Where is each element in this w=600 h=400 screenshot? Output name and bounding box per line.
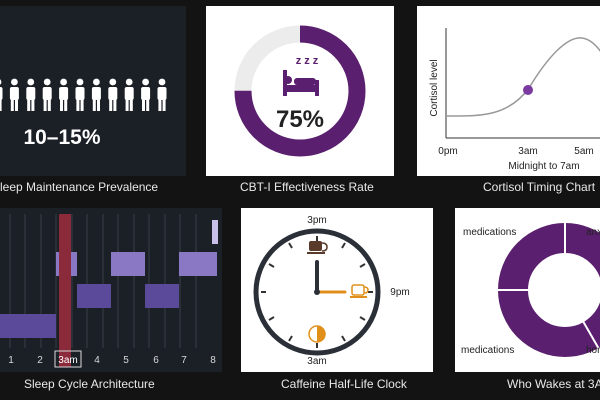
cortisol-tick-1: 3am: [518, 146, 537, 157]
caffeine-top-label: 3pm: [307, 215, 326, 226]
wakes-label-medications-bottom: medications: [461, 345, 514, 356]
person-icon: [0, 79, 3, 111]
person-icon: [141, 78, 151, 111]
cycle-gridlines: [9, 214, 197, 348]
wakes-donut: medications anx medications hor: [461, 222, 600, 357]
clock-hour-ticks: [261, 236, 373, 348]
caffeine-bottom-label: 3am: [307, 356, 326, 367]
cycle-card[interactable]: 1 2 3am 4 5 6 7 8: [0, 208, 222, 372]
cycle-tick-6: 6: [153, 355, 159, 366]
cbti-zzz: z z z: [296, 55, 319, 67]
caffeine-right-label: 9pm: [390, 287, 409, 298]
cycle-tick-4: 4: [94, 355, 100, 366]
caffeine-caption: Caffeine Half-Life Clock: [281, 377, 407, 391]
cycle-tick-1: 1: [8, 355, 14, 366]
cycle-tick-7: 7: [181, 355, 187, 366]
person-icon: [108, 78, 118, 111]
wakes-caption: Who Wakes at 3AM: [507, 377, 600, 391]
caffeine-clock: 3pm 9pm: [253, 215, 410, 367]
wakes-card[interactable]: medications anx medications hor: [455, 208, 600, 372]
cycle-tick-5: 5: [123, 355, 129, 366]
cortisol-chart: Cortisol level 0pm 3am 5am Midnight to 7…: [429, 28, 600, 172]
wakes-label-medications-top: medications: [463, 227, 516, 238]
person-icon: [124, 78, 134, 111]
cbti-ring-progress: [234, 25, 366, 157]
cortisol-tick-2: 5am: [574, 146, 593, 157]
cbti-caption: CBT-I Effectiveness Rate: [240, 180, 374, 194]
cycle-tick-8: 8: [210, 355, 216, 366]
cycle-caption: Sleep Cycle Architecture: [24, 377, 155, 391]
cycle-chart: 1 2 3am 4 5 6 7 8: [0, 214, 218, 368]
cycle-3am-tick-box: [54, 350, 82, 368]
cycle-tick-2: 2: [37, 355, 43, 366]
cortisol-xlabel: Midnight to 7am: [508, 161, 579, 172]
cortisol-ylabel: Cortisol level: [429, 59, 440, 116]
cortisol-curve: [445, 37, 600, 117]
cortisol-card[interactable]: Cortisol level 0pm 3am 5am Midnight to 7…: [417, 6, 600, 176]
prevalence-caption: Sleep Maintenance Prevalence: [0, 180, 159, 194]
cortisol-marker: [523, 85, 533, 95]
person-icon: [75, 78, 85, 111]
people-row: 10–15%: [0, 78, 167, 149]
wakes-donut-dividers: [497, 222, 600, 350]
person-icon: [59, 78, 69, 111]
cortisol-caption: Cortisol Timing Chart: [483, 180, 596, 194]
half-circle-icon: [308, 325, 326, 343]
cbti-card[interactable]: z z z 75%: [206, 6, 394, 176]
cbti-value: 75%: [276, 106, 324, 133]
cortisol-tick-0: 0pm: [438, 146, 457, 157]
wakes-label-hor: hor: [586, 345, 600, 356]
clock-center: [314, 289, 320, 295]
coffee-cup-icon: [350, 284, 369, 298]
prevalence-value: 10–15%: [23, 126, 100, 149]
prevalence-card[interactable]: 10–15%: [0, 6, 186, 176]
cycle-tick-3am: 3am: [58, 355, 77, 366]
cycle-stage-blocks: [0, 220, 218, 338]
wakes-label-anx: anx: [586, 227, 600, 238]
person-icon: [9, 78, 19, 111]
person-icon: [42, 78, 52, 111]
bed-sleep-icon: [283, 70, 319, 96]
person-icon: [91, 78, 101, 111]
cbti-ring: z z z 75%: [234, 25, 366, 157]
caffeine-card[interactable]: 3pm 9pm: [241, 208, 433, 372]
cycle-3am-highlight: [59, 214, 71, 367]
person-icon: [157, 78, 167, 111]
person-icon: [26, 78, 36, 111]
coffee-cup-icon: [307, 241, 328, 254]
